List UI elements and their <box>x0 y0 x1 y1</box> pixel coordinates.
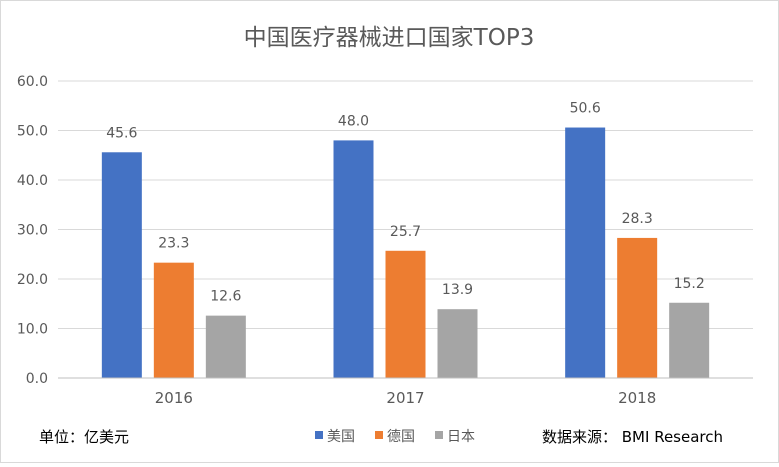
y-axis: 0.0 10.0 20.0 30.0 40.0 50.0 60.0 <box>17 74 48 387</box>
y-tick-label: 60.0 <box>17 74 48 90</box>
legend-label: 日本 <box>447 429 475 445</box>
bar <box>669 302 710 378</box>
bar <box>153 262 194 378</box>
data-label: 45.6 <box>106 125 137 141</box>
x-tick-label: 2016 <box>155 389 193 407</box>
bars <box>101 127 710 378</box>
data-label: 15.2 <box>674 276 705 292</box>
data-label: 13.9 <box>442 282 473 298</box>
data-label: 50.6 <box>570 101 601 117</box>
data-label: 12.6 <box>210 289 241 305</box>
data-label: 25.7 <box>390 224 421 240</box>
x-tick-label: 2018 <box>618 389 656 407</box>
data-label: 48.0 <box>338 113 369 129</box>
x-axis: 2016 2017 2018 <box>58 377 753 407</box>
source-note: 数据来源： BMI Research <box>542 428 723 446</box>
bar <box>205 315 246 378</box>
y-tick-label: 0.0 <box>26 371 48 387</box>
legend-label: 美国 <box>327 429 355 445</box>
bar <box>437 309 478 378</box>
bar <box>101 152 142 378</box>
data-label: 23.3 <box>158 236 189 252</box>
data-labels: 45.6 23.3 12.6 48.0 25.7 13.9 50.6 28.3 15.2 <box>106 101 705 305</box>
data-label: 28.3 <box>622 211 653 227</box>
legend-swatch <box>315 431 323 439</box>
y-tick-label: 20.0 <box>17 272 48 288</box>
x-tick-label: 2017 <box>386 389 424 407</box>
chart-title: 中国医疗器械进口国家TOP3 <box>244 25 535 51</box>
unit-note: 单位：亿美元 <box>39 428 129 446</box>
y-tick-label: 30.0 <box>17 223 48 239</box>
bar <box>333 140 374 378</box>
legend: 美国 德国 日本 <box>315 429 475 445</box>
legend-swatch <box>435 431 443 439</box>
bar <box>617 237 658 378</box>
legend-swatch <box>375 431 383 439</box>
bar <box>565 127 606 378</box>
bar <box>385 250 426 378</box>
legend-label: 德国 <box>387 429 415 445</box>
y-tick-label: 50.0 <box>17 124 48 140</box>
y-tick-label: 10.0 <box>17 322 48 338</box>
y-tick-label: 40.0 <box>17 173 48 189</box>
